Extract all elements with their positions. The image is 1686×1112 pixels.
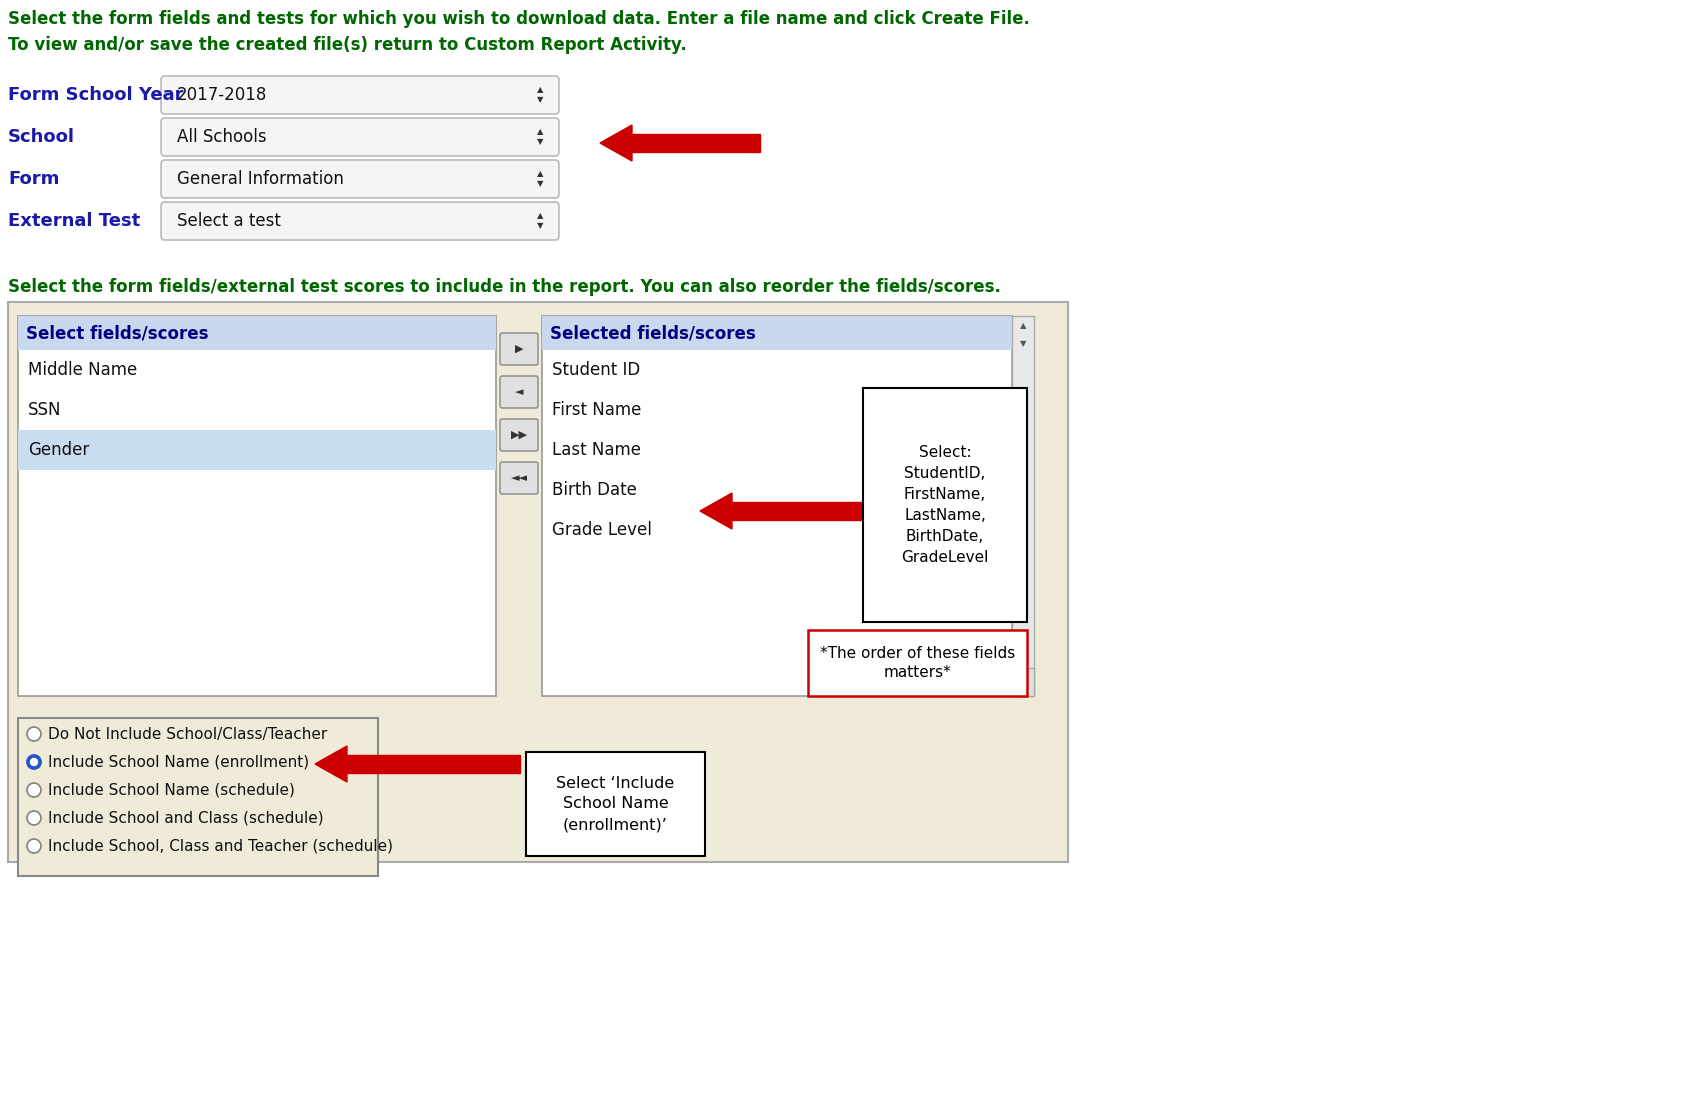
Text: External Test: External Test: [8, 212, 140, 230]
Text: Select the form fields and tests for which you wish to download data. Enter a fi: Select the form fields and tests for whi…: [8, 10, 1030, 28]
FancyBboxPatch shape: [526, 752, 705, 856]
Text: 2017-2018: 2017-2018: [177, 86, 268, 105]
Circle shape: [27, 838, 40, 853]
Text: ▲: ▲: [536, 211, 543, 220]
Text: To view and/or save the created file(s) return to Custom Report Activity.: To view and/or save the created file(s) …: [8, 36, 686, 54]
Text: Select ‘Include
School Name
(enrollment)’: Select ‘Include School Name (enrollment)…: [556, 775, 674, 833]
FancyBboxPatch shape: [501, 461, 538, 494]
Polygon shape: [600, 125, 632, 161]
FancyBboxPatch shape: [160, 118, 560, 156]
Text: Form: Form: [8, 170, 59, 188]
Text: ▼: ▼: [536, 179, 543, 189]
Text: Birth Date: Birth Date: [551, 481, 637, 499]
Text: Middle Name: Middle Name: [29, 361, 137, 379]
Bar: [347, 755, 519, 773]
Polygon shape: [315, 746, 347, 782]
Text: Select the form fields/external test scores to include in the report. You can al: Select the form fields/external test sco…: [8, 278, 1001, 296]
Polygon shape: [700, 493, 732, 529]
FancyBboxPatch shape: [501, 419, 538, 451]
Text: ▲: ▲: [1020, 321, 1027, 330]
FancyBboxPatch shape: [1012, 316, 1034, 696]
Text: ▼: ▼: [536, 138, 543, 147]
Text: School: School: [8, 128, 74, 146]
Text: Gender: Gender: [29, 441, 89, 459]
FancyBboxPatch shape: [19, 316, 496, 696]
Text: ×: ×: [1018, 675, 1028, 688]
FancyBboxPatch shape: [541, 316, 1012, 696]
Text: Include School Name (enrollment): Include School Name (enrollment): [47, 755, 309, 770]
Circle shape: [27, 755, 40, 770]
Text: ▲: ▲: [536, 86, 543, 95]
Text: General Information: General Information: [177, 170, 344, 188]
Text: ▼: ▼: [536, 221, 543, 230]
Text: Grade Level: Grade Level: [551, 522, 652, 539]
Text: Include School Name (schedule): Include School Name (schedule): [47, 783, 295, 797]
FancyBboxPatch shape: [501, 376, 538, 408]
Text: *The order of these fields
matters*: *The order of these fields matters*: [819, 646, 1015, 681]
FancyBboxPatch shape: [19, 430, 496, 470]
Circle shape: [30, 758, 37, 765]
Text: Student ID: Student ID: [551, 361, 641, 379]
Bar: [632, 135, 760, 152]
Text: ◄◄: ◄◄: [511, 473, 528, 483]
FancyBboxPatch shape: [160, 160, 560, 198]
Text: SSN: SSN: [29, 401, 61, 419]
Text: ▼: ▼: [536, 96, 543, 105]
Circle shape: [27, 727, 40, 741]
Bar: [732, 502, 862, 520]
Text: ▼: ▼: [1020, 339, 1027, 348]
FancyBboxPatch shape: [160, 202, 560, 240]
Circle shape: [27, 783, 40, 797]
Text: Include School, Class and Teacher (schedule): Include School, Class and Teacher (sched…: [47, 838, 393, 854]
Circle shape: [27, 811, 40, 825]
Circle shape: [27, 755, 40, 770]
Text: First Name: First Name: [551, 401, 641, 419]
FancyBboxPatch shape: [808, 631, 1027, 696]
FancyBboxPatch shape: [19, 316, 496, 350]
Text: All Schools: All Schools: [177, 128, 266, 146]
Text: Selected fields/scores: Selected fields/scores: [550, 324, 755, 342]
Text: ▲: ▲: [536, 128, 543, 137]
Text: ▶▶: ▶▶: [511, 430, 528, 440]
Text: Include School and Class (schedule): Include School and Class (schedule): [47, 811, 324, 825]
FancyBboxPatch shape: [160, 76, 560, 115]
FancyBboxPatch shape: [19, 718, 378, 876]
FancyBboxPatch shape: [1012, 668, 1034, 696]
Text: Select:
StudentID,
FirstName,
LastName,
BirthDate,
GradeLevel: Select: StudentID, FirstName, LastName, …: [902, 445, 988, 565]
Text: ▶: ▶: [514, 344, 523, 354]
Text: Select fields/scores: Select fields/scores: [25, 324, 209, 342]
Text: Select a test: Select a test: [177, 212, 282, 230]
Text: Form School Year: Form School Year: [8, 86, 184, 105]
Text: ▲: ▲: [536, 169, 543, 179]
FancyBboxPatch shape: [541, 316, 1012, 350]
FancyBboxPatch shape: [863, 388, 1027, 622]
FancyBboxPatch shape: [8, 302, 1067, 862]
Text: ◄: ◄: [514, 387, 523, 397]
FancyBboxPatch shape: [501, 332, 538, 365]
Text: Do Not Include School/Class/Teacher: Do Not Include School/Class/Teacher: [47, 726, 327, 742]
Text: Last Name: Last Name: [551, 441, 641, 459]
